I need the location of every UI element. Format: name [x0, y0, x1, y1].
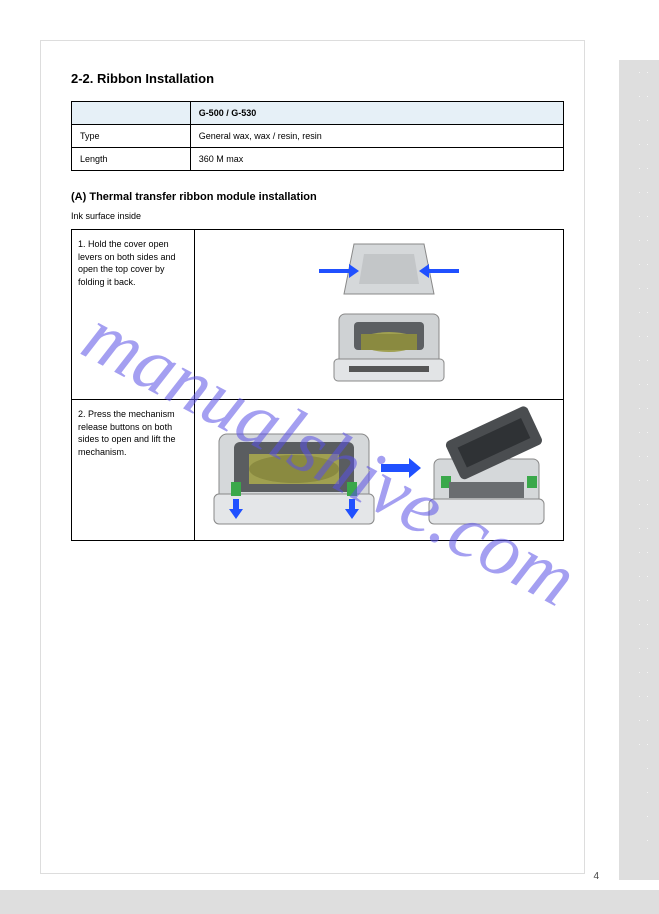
step2-image-cell: [195, 400, 564, 541]
spec-row1-label: Type: [72, 125, 191, 148]
step1-instruction: 1. Hold the cover open levers on both si…: [72, 230, 195, 400]
page-number: 4: [593, 871, 599, 882]
step1-text: Hold the cover open levers on both sides…: [78, 239, 176, 287]
spec-header-model: G-500 / G-530: [190, 102, 563, 125]
spec-row2-label: Length: [72, 148, 191, 171]
section-title-text: Ribbon Installation: [97, 71, 214, 86]
steps-intro: Ink surface inside: [71, 211, 564, 221]
step2-number: 2.: [78, 409, 86, 419]
spec-table: G-500 / G-530 Type General wax, wax / re…: [71, 101, 564, 171]
step2-illustration: [209, 404, 549, 534]
page-frame: 2-2. Ribbon Installation G-500 / G-530 T…: [40, 40, 585, 874]
sidebar-dots: · · · · · · · · · · · · · · · · · · · · …: [619, 60, 659, 880]
bottom-bar: [0, 890, 659, 914]
spec-header-empty: [72, 102, 191, 125]
step2-text: Press the mechanism release buttons on b…: [78, 409, 176, 457]
steps-table: 1. Hold the cover open levers on both si…: [71, 229, 564, 541]
subsection-title-text: Thermal transfer ribbon module installat…: [89, 191, 316, 203]
section-number: 2-2.: [71, 71, 93, 86]
step1-image-cell: [195, 230, 564, 400]
step1-number: 1.: [78, 239, 86, 249]
spec-row2-value: 360 M max: [190, 148, 563, 171]
step2-instruction: 2. Press the mechanism release buttons o…: [72, 400, 195, 541]
dot-pattern: · · · · · · · · · · · · · · · · · · · · …: [627, 68, 651, 868]
section-heading: 2-2. Ribbon Installation: [71, 71, 564, 86]
subsection-heading: (A) Thermal transfer ribbon module insta…: [71, 191, 564, 203]
step1-illustration: [259, 234, 499, 394]
spec-row1-value: General wax, wax / resin, resin: [190, 125, 563, 148]
subsection-label: (A): [71, 191, 86, 203]
